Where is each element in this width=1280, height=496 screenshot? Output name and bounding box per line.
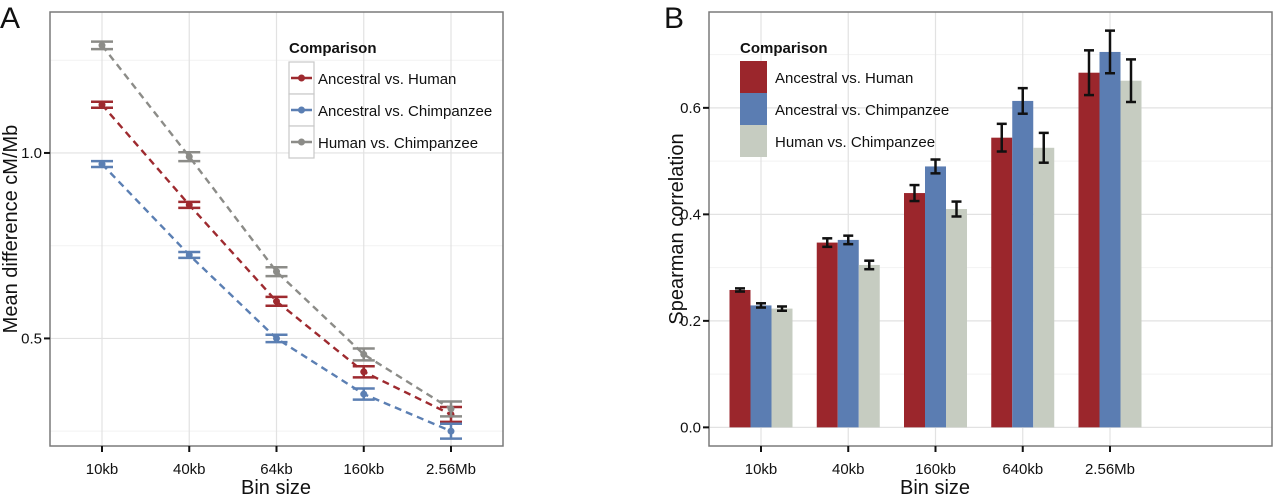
panel-a: A 10kb 40kb 64kb 160kb 2.56Mb 0.5 1.0 Bin size…: [0, 2, 504, 496]
y-tick-label: 0.2: [680, 313, 701, 330]
bar-group-640kb: [991, 86, 1055, 428]
y-tick-label: 0.5: [21, 330, 42, 347]
bar: [750, 305, 772, 428]
error-bar: [909, 183, 920, 203]
panel-b-x-label: Bin size: [900, 477, 970, 496]
data-point: [447, 405, 455, 413]
bar-group-10kb: [729, 287, 793, 428]
bar: [771, 308, 793, 428]
x-tick-label: 40kb: [832, 461, 865, 478]
data-point: [273, 268, 280, 276]
error-bar: [843, 234, 854, 246]
x-tick-label: 640kb: [1002, 461, 1043, 478]
legend-label: Human vs. Chimpanzee: [318, 135, 478, 152]
legend-label: Ancestral vs. Human: [775, 70, 913, 87]
error-bar: [1017, 86, 1028, 115]
error-bar: [951, 200, 962, 218]
bar: [816, 242, 838, 428]
panel-a-legend: Comparison Ancestral vs. Human Ancestral …: [288, 40, 492, 159]
x-tick-label: 10kb: [86, 461, 119, 478]
data-point: [360, 350, 368, 358]
panel-a-y-label: Mean difference cM/Mb: [0, 125, 22, 334]
error-bar: [777, 305, 787, 312]
data-point: [360, 368, 368, 376]
panel-a-x-label: Bin size: [241, 477, 311, 496]
bar: [946, 209, 967, 428]
legend-label: Ancestral vs. Human: [318, 71, 456, 88]
bar-group-2-56mb: [1078, 29, 1142, 428]
data-point: [98, 41, 106, 49]
x-tick-label: 160kb: [343, 461, 384, 478]
x-tick-label: 40kb: [173, 461, 206, 478]
bar: [1033, 147, 1055, 428]
data-point: [360, 390, 368, 398]
data-point: [273, 297, 280, 305]
bar: [904, 193, 925, 428]
legend-key-point: [298, 138, 305, 146]
panel-a-series: [91, 40, 462, 440]
y-tick-label: 0.0: [680, 419, 701, 436]
panel-b: B 10kb 40kb 160kb 640kb 2.56Mb 0.0 0.2 0.4 0.6 B…: [664, 2, 1273, 496]
panel-label-a: A: [0, 2, 20, 35]
data-point: [447, 427, 455, 435]
panel-b-y-label: Spearman correlation: [666, 133, 688, 324]
panel-b-frame: [708, 11, 1273, 447]
x-tick-label: 160kb: [915, 461, 956, 478]
legend-title: Comparison: [740, 40, 828, 57]
legend-label: Ancestral vs. Chimpanzee: [775, 102, 949, 119]
legend-key-swatch: [740, 93, 767, 125]
error-bar: [1105, 29, 1115, 75]
panel-b-axes: 10kb 40kb 160kb 640kb 2.56Mb 0.0 0.2 0.4 0.6: [680, 100, 1135, 478]
bar: [1078, 72, 1100, 428]
data-point: [273, 334, 280, 342]
legend-key-swatch: [740, 125, 767, 157]
panel-b-bars: [729, 29, 1142, 428]
bar: [925, 166, 946, 428]
legend-key-point: [298, 74, 305, 82]
x-tick-label: 10kb: [745, 461, 778, 478]
x-tick-label: 2.56Mb: [1085, 461, 1135, 478]
error-bar: [930, 158, 941, 175]
y-tick-label: 0.4: [680, 206, 701, 223]
data-point: [185, 153, 193, 161]
bar-group-160kb: [904, 158, 967, 428]
bar-group-40kb: [816, 234, 880, 428]
panel-a-axes: 10kb 40kb 64kb 160kb 2.56Mb 0.5 1.0: [21, 145, 476, 478]
data-point: [185, 251, 193, 259]
x-tick-label: 2.56Mb: [426, 461, 476, 478]
error-bar: [1084, 49, 1094, 97]
y-tick-label: 1.0: [21, 145, 42, 162]
series-human-vs-chimpanzee: [91, 40, 462, 418]
error-bar: [756, 302, 766, 309]
legend-key-point: [298, 106, 305, 114]
data-point: [98, 101, 106, 109]
error-bar: [822, 237, 833, 249]
bar: [1012, 100, 1034, 428]
bar: [991, 137, 1013, 428]
data-point: [98, 160, 106, 168]
series-line: [101, 103, 452, 416]
series-ancestral-vs-chimpanzee: [91, 159, 462, 440]
x-tick-label: 64kb: [260, 461, 293, 478]
panel-label-b: B: [664, 2, 684, 35]
legend-title: Comparison: [289, 40, 377, 57]
panel-b-legend: Comparison Ancestral vs. Human Ancestral …: [740, 40, 949, 157]
y-tick-label: 0.6: [680, 100, 701, 117]
legend-label: Ancestral vs. Chimpanzee: [318, 103, 492, 120]
error-bar: [1126, 58, 1136, 104]
bar: [1120, 80, 1142, 428]
bar: [837, 239, 859, 428]
data-point: [185, 201, 193, 209]
error-bar: [735, 287, 745, 293]
bar: [858, 264, 880, 428]
bar: [1099, 51, 1121, 428]
bar: [729, 289, 751, 428]
legend-label: Human vs. Chimpanzee: [775, 134, 935, 151]
error-bar: [996, 122, 1007, 153]
error-bar: [1038, 131, 1049, 164]
error-bar: [864, 259, 875, 271]
panel-a-grid: [50, 12, 503, 446]
legend-key-swatch: [740, 61, 767, 93]
